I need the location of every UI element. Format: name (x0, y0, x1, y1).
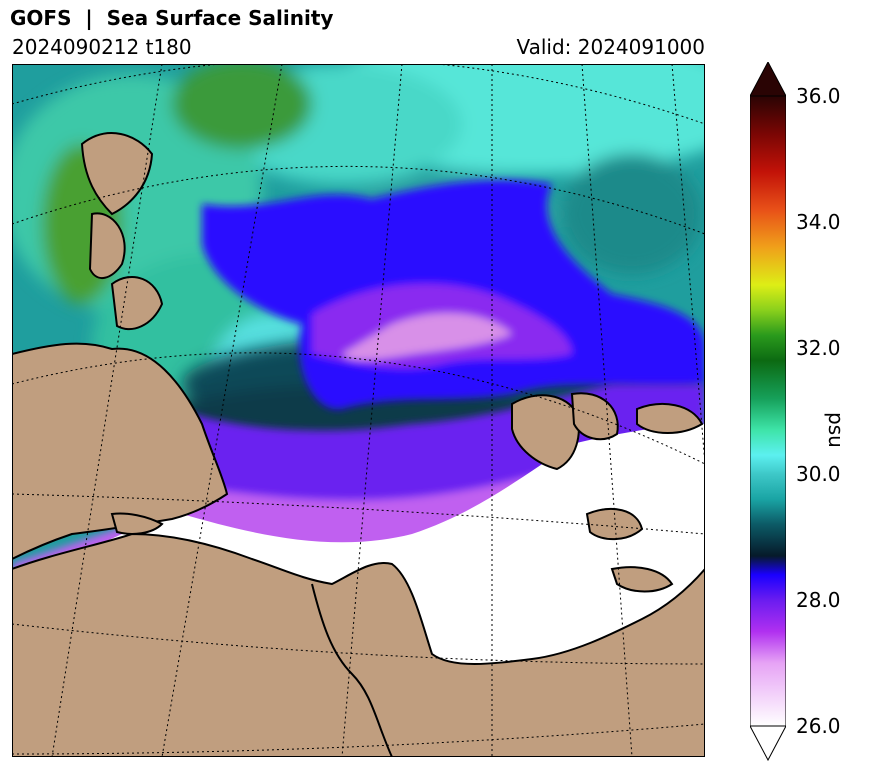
colorbar-tick-label: 30.0 (796, 462, 841, 486)
colorbar (750, 62, 786, 762)
peninsula-west-small (110, 512, 164, 535)
archipelago-north-2 (88, 212, 126, 279)
archipelago-east-1 (511, 394, 580, 471)
archipelago-north-1 (80, 132, 154, 216)
salinity-low-plume (202, 179, 705, 410)
mainland-south (12, 532, 705, 757)
river (311, 583, 393, 757)
colorbar-tick-label: 26.0 (796, 714, 841, 738)
colorbar-tick-label: 36.0 (796, 84, 841, 108)
colorbar-label: psu (824, 412, 848, 448)
land (12, 132, 705, 757)
salinity-map (12, 64, 705, 757)
graticule (12, 64, 705, 757)
mainland-west (12, 342, 229, 561)
colorbar-tick-label: 32.0 (796, 336, 841, 360)
valid-time-label: Valid: 2024091000 (516, 35, 705, 59)
colorbar-tick-label: 28.0 (796, 588, 841, 612)
colorbar-body (750, 95, 786, 727)
colorbar-extend-bottom (750, 725, 786, 762)
archipelago-north-3 (110, 275, 164, 331)
colorbar-extend-top (750, 62, 786, 97)
run-time-label: 2024090212 t180 (12, 35, 192, 59)
island-southeast (610, 566, 674, 593)
plot-title: GOFS | Sea Surface Salinity (10, 6, 334, 30)
colorbar-tick-label: 34.0 (796, 210, 841, 234)
